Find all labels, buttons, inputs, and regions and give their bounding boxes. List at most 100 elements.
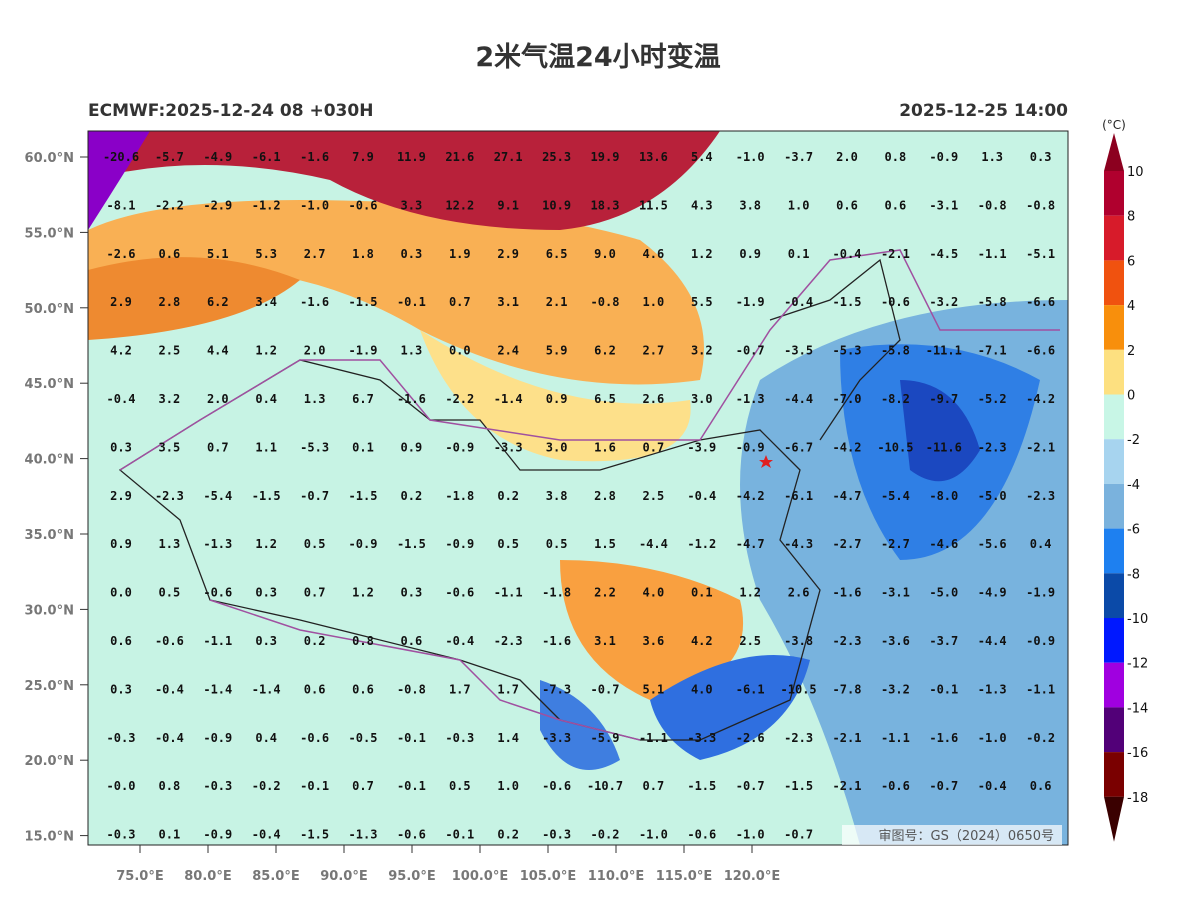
grid-value: 21.6 [445, 150, 474, 164]
colorbar-swatch [1104, 528, 1124, 574]
grid-value: -4.9 [978, 586, 1007, 600]
grid-value: 11.5 [639, 198, 668, 212]
grid-value: -3.1 [929, 198, 958, 212]
grid-value: 5.1 [643, 682, 665, 696]
grid-value: -6.1 [784, 489, 813, 503]
grid-value: 2.0 [836, 150, 858, 164]
grid-value: 1.5 [594, 537, 616, 551]
grid-value: 1.7 [497, 682, 519, 696]
grid-value: -1.5 [784, 779, 813, 793]
grid-value: -4.6 [929, 537, 958, 551]
grid-value: -0.6 [155, 634, 184, 648]
grid-value: 1.4 [497, 731, 519, 745]
colorbar-swatch [1104, 707, 1124, 753]
grid-value: 1.3 [159, 537, 181, 551]
grid-value: -2.1 [833, 731, 862, 745]
grid-value: 2.9 [110, 489, 132, 503]
colorbar-swatch [1104, 349, 1124, 395]
grid-value: -0.7 [300, 489, 329, 503]
grid-value: 7.9 [352, 150, 374, 164]
lon-label: 90.0°E [320, 869, 367, 884]
grid-value: -1.5 [397, 537, 426, 551]
lon-label: 95.0°E [388, 869, 435, 884]
grid-value: -3.3 [687, 731, 716, 745]
colorbar-swatch [1104, 394, 1124, 440]
grid-value: -0.9 [203, 731, 232, 745]
grid-value: -5.1 [1026, 247, 1055, 261]
colorbar-tick: -16 [1127, 746, 1148, 761]
grid-value: -0.9 [445, 537, 474, 551]
grid-value: -1.6 [833, 586, 862, 600]
lon-label: 105.0°E [520, 869, 577, 884]
grid-value: -0.4 [155, 731, 184, 745]
grid-value: -5.4 [881, 489, 910, 503]
grid-value: 0.6 [352, 682, 374, 696]
colorbar-swatch [1104, 215, 1124, 261]
grid-value: -0.3 [107, 828, 136, 842]
grid-value: 1.2 [691, 247, 713, 261]
grid-value: 0.3 [110, 682, 132, 696]
grid-value: -1.9 [736, 295, 765, 309]
grid-value: 2.5 [739, 634, 761, 648]
grid-value: -3.2 [929, 295, 958, 309]
grid-value: 0.5 [159, 586, 181, 600]
grid-value: -0.6 [542, 779, 571, 793]
grid-value: -11.6 [926, 440, 962, 454]
grid-value: -0.7 [736, 779, 765, 793]
grid-value: 0.1 [159, 828, 181, 842]
grid-value: 0.3 [110, 440, 132, 454]
grid-value: 0.6 [401, 634, 423, 648]
grid-value: -1.6 [300, 295, 329, 309]
lat-label: 35.0°N [25, 528, 74, 543]
grid-value: -0.4 [445, 634, 474, 648]
grid-value: -7.8 [833, 682, 862, 696]
grid-value: 1.3 [401, 344, 423, 358]
grid-value: -10.5 [877, 440, 913, 454]
subtitle-right: 2025-12-25 14:00 [899, 101, 1068, 121]
lat-label: 15.0°N [25, 830, 74, 845]
grid-value: 27.1 [494, 150, 523, 164]
grid-value: -20.6 [103, 150, 139, 164]
grid-value: -0.6 [445, 586, 474, 600]
grid-value: -1.5 [300, 828, 329, 842]
grid-value: -0.9 [1026, 634, 1055, 648]
colorbar-swatch [1104, 662, 1124, 708]
lon-label: 110.0°E [588, 869, 645, 884]
grid-value: -5.3 [300, 440, 329, 454]
grid-value: 1.7 [449, 682, 471, 696]
grid-value: -5.3 [833, 344, 862, 358]
grid-value: -1.1 [494, 586, 523, 600]
grid-value: 0.8 [352, 634, 374, 648]
grid-value: 0.5 [304, 537, 326, 551]
colorbar-tick: -18 [1127, 791, 1148, 806]
grid-value: 0.8 [159, 779, 181, 793]
grid-value: -0.2 [252, 779, 281, 793]
grid-value: -0.2 [1026, 731, 1055, 745]
lat-label: 40.0°N [25, 453, 74, 468]
grid-value: 0.3 [255, 586, 277, 600]
grid-value: -8.1 [107, 198, 136, 212]
grid-value: 1.8 [352, 247, 374, 261]
grid-value: 0.6 [110, 634, 132, 648]
grid-value: -5.8 [881, 344, 910, 358]
colorbar-tick: -2 [1127, 433, 1140, 448]
grid-value: 2.1 [546, 295, 568, 309]
grid-value: -3.3 [494, 440, 523, 454]
grid-value: 1.2 [255, 537, 277, 551]
grid-value: 0.3 [255, 634, 277, 648]
grid-value: -10.7 [587, 779, 623, 793]
grid-value: 0.7 [304, 586, 326, 600]
grid-value: 2.9 [497, 247, 519, 261]
grid-value: 0.3 [401, 247, 423, 261]
grid-value: -1.3 [349, 828, 378, 842]
grid-value: -0.3 [107, 731, 136, 745]
grid-value: 0.1 [352, 440, 374, 454]
grid-value: -6.6 [1026, 344, 1055, 358]
grid-value: -1.6 [397, 392, 426, 406]
grid-value: -7.3 [542, 682, 571, 696]
grid-value: -0.1 [445, 828, 474, 842]
grid-value: 9.0 [594, 247, 616, 261]
grid-value: -2.3 [1026, 489, 1055, 503]
grid-value: -3.6 [881, 634, 910, 648]
grid-value: -9.7 [929, 392, 958, 406]
